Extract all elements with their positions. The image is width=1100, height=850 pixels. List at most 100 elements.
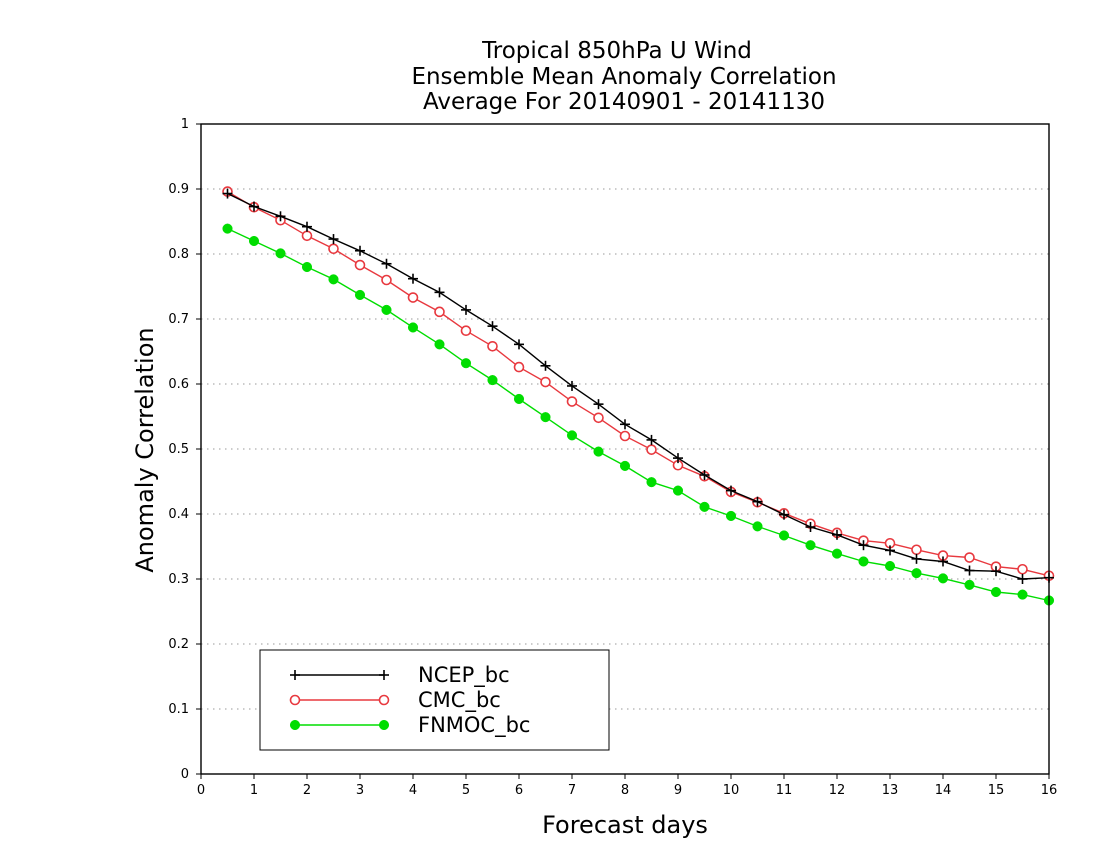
y-tick-label: 0.6 [168,377,189,392]
data-point-ncep-bc [726,485,736,496]
data-point-ncep-bc [381,258,392,269]
legend-marker-cmc-bc [289,694,301,706]
plot-area-frame [200,123,1050,775]
data-point-fnmoc-bc [831,548,843,559]
grid-lines [201,188,1049,710]
data-point-ncep-bc [858,540,869,551]
data-point-fnmoc-bc [1017,589,1028,600]
data-point-fnmoc-bc [752,521,763,532]
data-point-fnmoc-bc [990,586,1002,598]
y-tick-label: 0.1 [168,702,189,717]
x-tick-label: 8 [621,783,629,798]
series-ncep-bc [222,188,1054,584]
data-point-ncep-bc [302,221,312,232]
data-point-ncep-bc [222,188,233,199]
data-point-fnmoc-bc [566,430,578,441]
y-tick-label: 0 [181,767,189,782]
data-point-fnmoc-bc [381,304,392,315]
data-point-ncep-bc [593,399,604,410]
x-tick-label: 9 [674,783,682,798]
legend-item-fnmoc-bc: FNMOC_bc [289,713,530,738]
legend-label-ncep-bc: NCEP_bc [418,663,510,688]
data-point-cmc-bc [434,306,445,318]
axis-ticks: 00.10.20.30.40.50.60.70.80.910 1 2 3 4 5 6 7 8 9 1… [168,117,1057,798]
data-point-ncep-bc [938,556,948,567]
x-tick-label: 11 [776,783,793,798]
data-point-fnmoc-bc [672,485,684,496]
data-point-fnmoc-bc [619,460,631,471]
chart-title-line-3: Average For 20140901 - 20141130 [423,89,825,115]
series-line-fnmoc-bc [227,227,1050,602]
data-point-cmc-bc [407,292,419,303]
data-point-ncep-bc [885,545,895,556]
data-point-cmc-bc [1017,563,1028,575]
data-point-ncep-bc [805,522,816,532]
data-point-fnmoc-bc [513,393,525,405]
y-tick-label: 0.8 [168,247,189,262]
legend-item-cmc-bc: CMC_bc [289,688,501,713]
data-point-ncep-bc [408,273,418,284]
legend-marker-ncep-bc [290,670,300,680]
data-point-ncep-bc [249,201,259,212]
data-point-fnmoc-bc [460,358,472,369]
data-point-ncep-bc [328,234,339,245]
data-point-fnmoc-bc [354,289,366,301]
data-point-cmc-bc [540,376,551,388]
data-point-ncep-bc [275,211,286,222]
legend-marker-fnmoc-bc [378,719,390,731]
y-tick-label: 0.9 [168,182,189,197]
data-point-ncep-bc [964,565,975,576]
data-point-cmc-bc [487,340,498,352]
y-tick-label: 0.2 [168,637,189,652]
data-point-fnmoc-bc [487,375,498,386]
y-tick-label: 0.5 [168,442,189,457]
data-point-cmc-bc [301,230,313,242]
y-tick-label: 1 [181,117,189,132]
data-point-fnmoc-bc [275,248,286,259]
data-point-cmc-bc [328,243,339,255]
data-point-fnmoc-bc [434,339,445,350]
legend-marker-cmc-bc [378,694,390,706]
data-point-fnmoc-bc [858,556,869,567]
data-point-fnmoc-bc [699,501,710,512]
data-point-ncep-bc [567,380,577,391]
legend-marker-ncep-bc [379,670,389,680]
data-point-cmc-bc [460,325,472,337]
y-tick-label: 0.7 [168,312,189,327]
data-point-ncep-bc [699,470,710,480]
legend-label-fnmoc-bc: FNMOC_bc [418,713,530,738]
x-tick-label: 16 [1041,783,1058,798]
data-point-cmc-bc [619,430,631,442]
data-point-cmc-bc [964,552,975,563]
x-tick-label: 14 [935,783,952,798]
data-point-cmc-bc [566,396,578,407]
x-tick-label: 0 [197,783,205,798]
data-point-ncep-bc [620,419,630,430]
data-point-fnmoc-bc [301,261,313,273]
data-point-fnmoc-bc [540,412,551,423]
data-point-ncep-bc [1017,574,1028,584]
data-point-ncep-bc [461,304,471,315]
data-point-ncep-bc [514,339,524,350]
data-point-ncep-bc [540,360,551,371]
data-point-fnmoc-bc [248,235,260,247]
data-point-fnmoc-bc [937,573,949,584]
data-point-ncep-bc [911,553,922,564]
data-point-fnmoc-bc [646,477,657,488]
data-point-ncep-bc [832,529,842,540]
y-axis-label: Anomaly Correlation [131,327,159,572]
x-tick-label: 13 [882,783,899,798]
x-tick-label: 4 [409,783,417,798]
x-tick-label: 5 [462,783,470,798]
data-point-fnmoc-bc [593,446,604,457]
series-line-cmc-bc [227,190,1050,577]
data-point-fnmoc-bc [805,540,816,551]
data-point-fnmoc-bc [725,510,737,522]
series-line-ncep-bc [227,192,1050,580]
data-point-ncep-bc [991,566,1001,577]
data-point-ncep-bc [752,496,763,507]
data-point-cmc-bc [911,544,922,556]
data-point-fnmoc-bc [884,560,896,572]
